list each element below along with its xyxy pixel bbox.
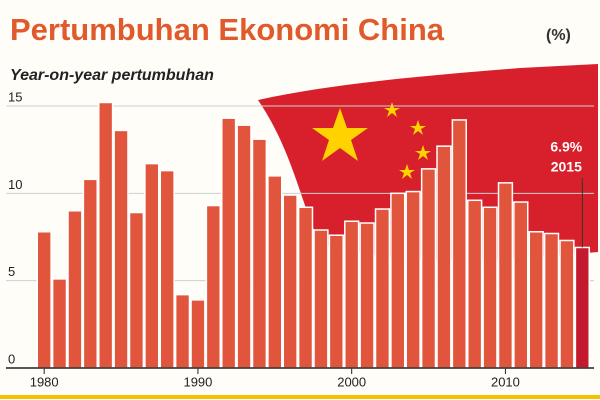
unit-label: (%) <box>546 27 571 44</box>
bar <box>236 124 252 369</box>
chart-title: Pertumbuhan Ekonomi China <box>10 12 445 47</box>
bar <box>159 169 175 369</box>
bar <box>497 182 514 369</box>
bar <box>282 194 298 369</box>
bar <box>405 190 421 369</box>
bar <box>390 192 406 369</box>
bar <box>467 199 483 369</box>
x-tick-label: 1990 <box>183 374 212 389</box>
bar <box>221 117 237 369</box>
bar <box>51 278 68 369</box>
bar <box>297 206 314 369</box>
bar <box>190 299 206 369</box>
bar <box>267 175 283 369</box>
x-tick-label: 2010 <box>491 374 520 389</box>
bar <box>144 162 160 369</box>
annotation: 2015 <box>551 159 582 175</box>
bar <box>574 246 590 369</box>
bar <box>513 201 529 369</box>
bar <box>174 293 191 369</box>
bar <box>113 129 129 369</box>
bar <box>482 206 498 369</box>
flag-stars <box>312 102 431 179</box>
bar <box>374 208 391 369</box>
bar <box>128 211 145 369</box>
bar <box>420 168 437 369</box>
bar <box>36 230 52 369</box>
bar <box>313 229 329 369</box>
bar <box>205 204 221 369</box>
bar <box>451 119 467 369</box>
bar <box>436 145 452 369</box>
y-tick-label: 0 <box>8 351 15 366</box>
bar <box>98 101 114 369</box>
bar <box>543 232 560 369</box>
y-tick-label: 10 <box>8 177 22 192</box>
bar <box>528 230 544 369</box>
bar <box>328 234 344 369</box>
bar <box>251 138 268 369</box>
bar <box>559 239 575 369</box>
bar <box>67 210 83 369</box>
x-tick-label: 1980 <box>30 374 59 389</box>
y-tick-label: 5 <box>8 264 15 279</box>
bar <box>359 222 375 369</box>
subtitle: Year-on-year pertumbuhan <box>10 67 214 84</box>
y-tick-label: 15 <box>8 89 22 104</box>
bar <box>344 220 360 369</box>
bar <box>82 178 98 369</box>
x-tick-label: 2000 <box>337 374 366 389</box>
value-label: 6.9% <box>550 139 582 155</box>
